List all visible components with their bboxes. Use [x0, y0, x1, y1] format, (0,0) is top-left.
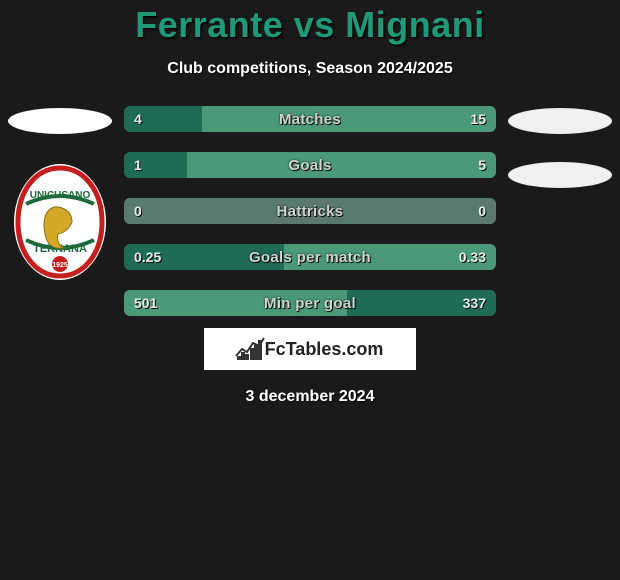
comparison-infographic: Ferrante vs Mignani Club competitions, S… — [0, 0, 620, 580]
content-columns: UNICUSANO TERNANA 1925 415Matches 15Goals… — [0, 106, 620, 316]
player-photo-placeholder-left — [8, 108, 112, 134]
svg-text:UNICUSANO: UNICUSANO — [30, 190, 91, 201]
player-photo-placeholder-right-2 — [508, 162, 612, 188]
stat-label: Hattricks — [124, 198, 496, 224]
brand-badge: FcTables.com — [204, 328, 416, 370]
stats-column: 415Matches 15Goals 00Hattricks 0.250.33Goal… — [120, 106, 500, 316]
brand-bar — [258, 340, 262, 360]
right-side — [500, 106, 620, 188]
stat-row: 415Matches — [124, 106, 496, 132]
stat-label: Goals — [124, 152, 496, 178]
stat-row: 15Goals — [124, 152, 496, 178]
team-logo-left: UNICUSANO TERNANA 1925 — [12, 162, 108, 282]
brand-chart-icon — [237, 338, 263, 360]
stat-label: Min per goal — [124, 290, 496, 316]
stat-row: 501337Min per goal — [124, 290, 496, 316]
stat-label: Matches — [124, 106, 496, 132]
page-title: Ferrante vs Mignani — [0, 4, 620, 46]
page-subtitle: Club competitions, Season 2024/2025 — [0, 60, 620, 78]
stat-row: 0.250.33Goals per match — [124, 244, 496, 270]
stat-row: 00Hattricks — [124, 198, 496, 224]
stat-label: Goals per match — [124, 244, 496, 270]
brand-text: FcTables.com — [265, 339, 384, 360]
left-side: UNICUSANO TERNANA 1925 — [0, 106, 120, 282]
svg-text:1925: 1925 — [52, 262, 68, 269]
player-photo-placeholder-right-1 — [508, 108, 612, 134]
date-label: 3 december 2024 — [0, 388, 620, 406]
